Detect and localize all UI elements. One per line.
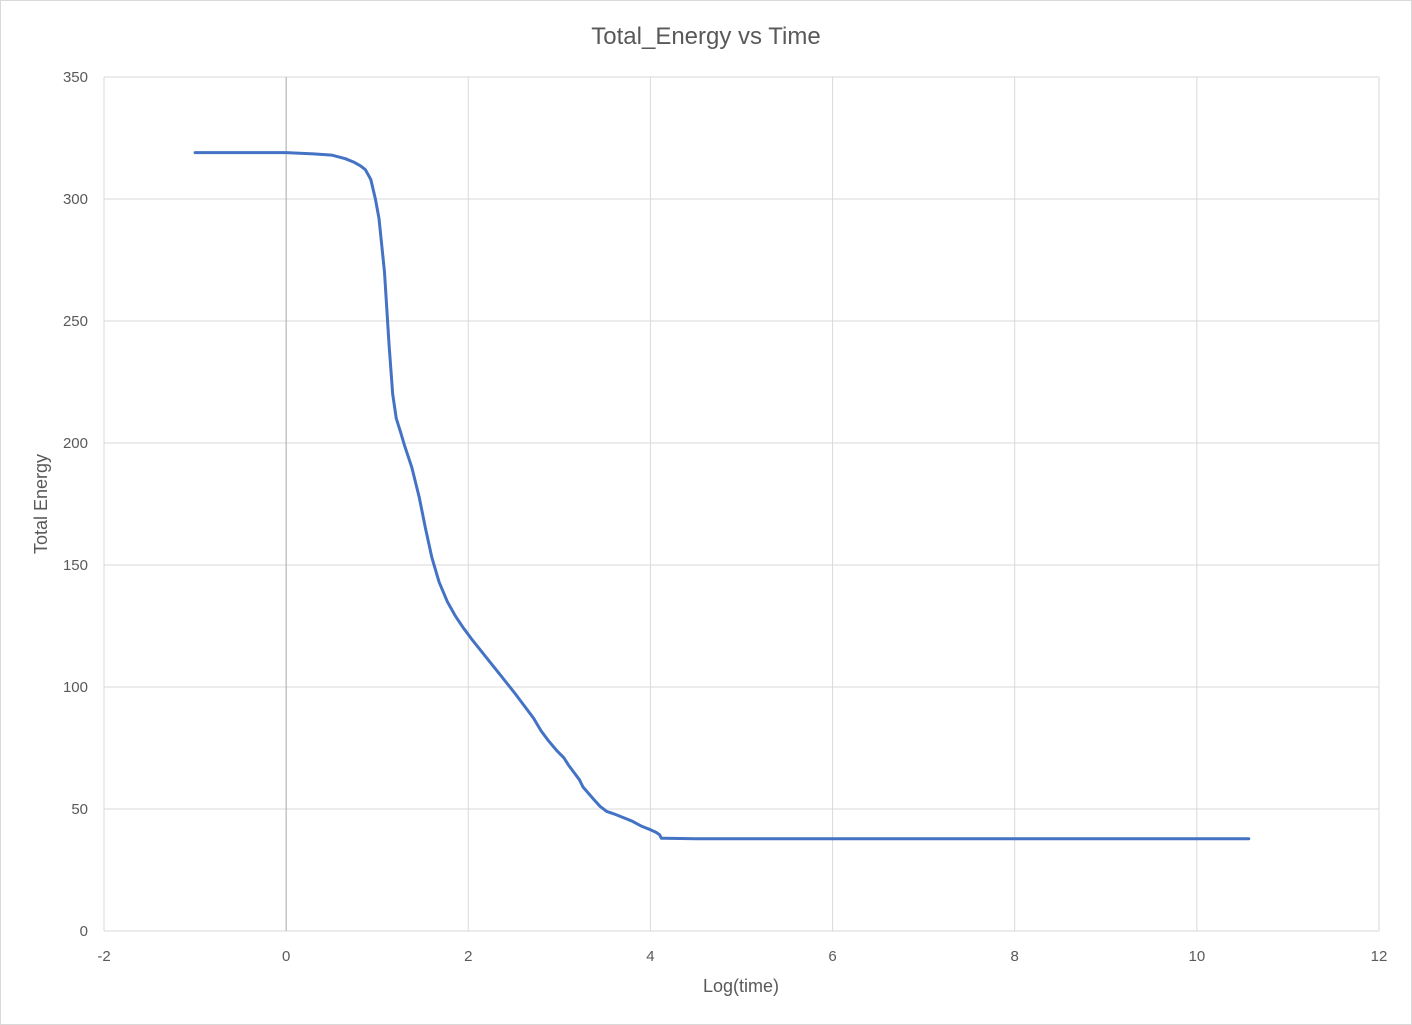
x-tick-label: -2: [97, 948, 110, 965]
gridlines: [103, 76, 1380, 932]
series-layer: [193, 151, 1251, 841]
x-tick-label: 4: [646, 948, 654, 965]
x-tick-label: 8: [1011, 948, 1019, 965]
y-tick-label: 150: [63, 557, 88, 574]
y-tick-label: 300: [63, 191, 88, 208]
x-tick-label: 2: [464, 948, 472, 965]
tick-labels: 0 50 100 150 200 250 300 350 -2 0 2 4 6 8 10 12: [63, 69, 1387, 965]
chart-title: Total_Energy vs Time: [591, 23, 820, 50]
y-tick-label: 350: [63, 69, 88, 86]
x-tick-label: 6: [828, 948, 836, 965]
series-line-total-energy: [193, 151, 1251, 841]
y-tick-label: 0: [80, 923, 88, 940]
x-tick-label: 12: [1371, 948, 1388, 965]
x-tick-label: 0: [282, 948, 290, 965]
x-tick-label: 10: [1189, 948, 1206, 965]
y-tick-label: 200: [63, 435, 88, 452]
y-axis-label: Total Energy: [31, 454, 51, 554]
y-tick-label: 50: [71, 801, 88, 818]
y-tick-label: 100: [63, 679, 88, 696]
y-tick-label: 250: [63, 313, 88, 330]
x-axis-label: Log(time): [703, 976, 779, 996]
